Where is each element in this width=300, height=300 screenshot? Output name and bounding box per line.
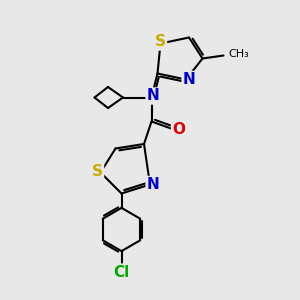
Text: N: N — [147, 88, 159, 104]
Text: S: S — [155, 34, 166, 50]
Text: CH₃: CH₃ — [228, 49, 249, 59]
Text: S: S — [92, 164, 103, 178]
Text: N: N — [183, 72, 195, 87]
Text: N: N — [147, 177, 159, 192]
Text: O: O — [172, 122, 185, 136]
Text: Cl: Cl — [113, 265, 130, 280]
